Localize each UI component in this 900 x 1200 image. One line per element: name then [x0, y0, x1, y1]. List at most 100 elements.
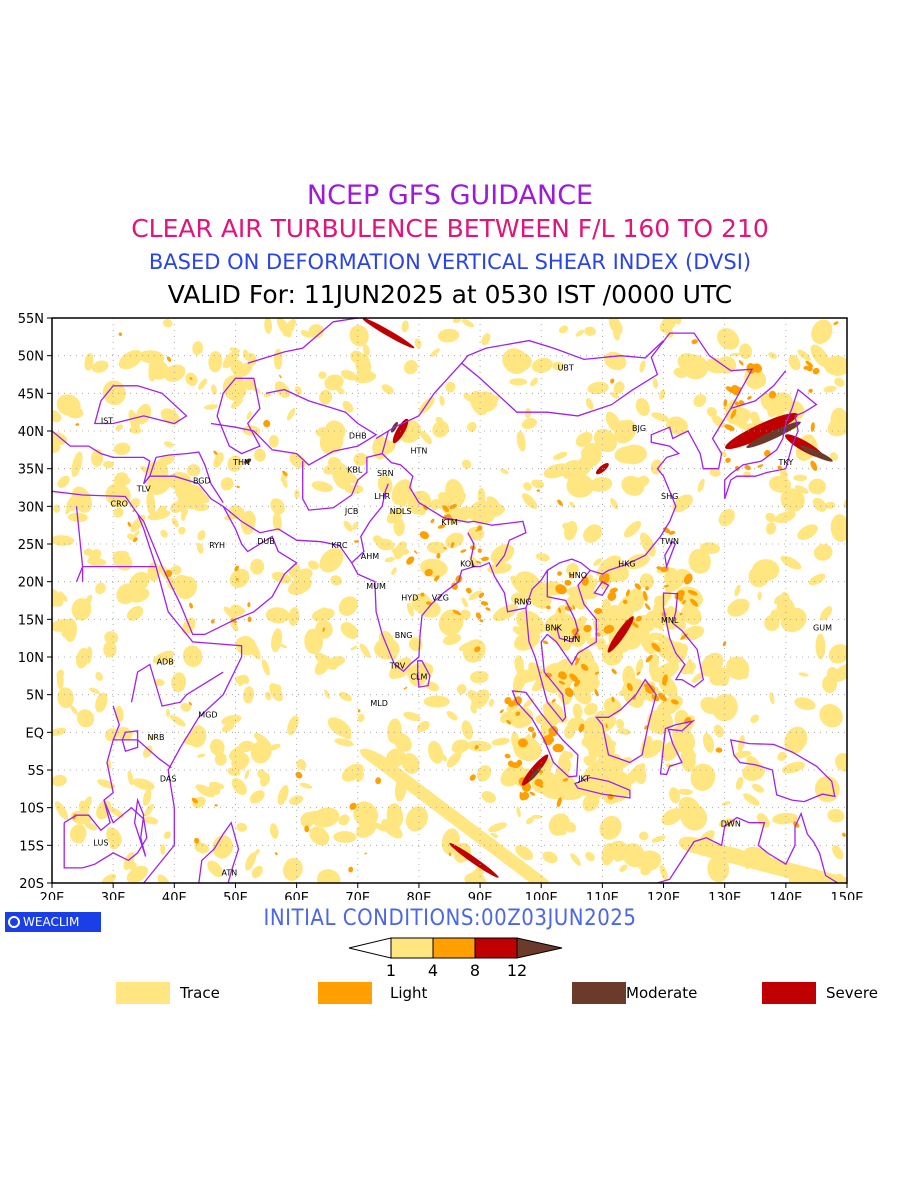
light-area	[658, 692, 667, 702]
trace-area	[195, 784, 216, 798]
trace-area	[526, 817, 534, 825]
trace-area	[268, 435, 279, 448]
trace-area	[142, 788, 152, 807]
trace-area	[578, 582, 595, 593]
trace-area	[197, 530, 206, 541]
light-area	[449, 504, 458, 510]
trace-area	[340, 622, 359, 639]
trace-area	[509, 352, 532, 372]
trace-area	[780, 607, 807, 633]
trace-area	[399, 500, 408, 508]
scale-tick-8: 8	[470, 961, 480, 980]
trace-area	[612, 323, 621, 341]
legend-label-trace: Trace	[180, 984, 220, 1002]
trace-area	[106, 827, 122, 847]
light-area	[515, 711, 521, 717]
trace-area	[227, 767, 241, 777]
java	[573, 776, 631, 799]
trace-area	[535, 553, 550, 562]
trace-area	[233, 362, 253, 378]
trace-area	[702, 732, 715, 753]
trace-area	[696, 555, 711, 574]
trace-area	[566, 474, 594, 498]
trace-area	[84, 353, 94, 371]
light-area	[738, 360, 744, 366]
trace-area	[401, 753, 420, 774]
trace-area	[794, 485, 809, 494]
trace-area	[57, 475, 70, 488]
light-area	[469, 774, 476, 781]
trace-area	[163, 441, 174, 448]
trace-area	[820, 606, 833, 621]
lat-label: 15S	[19, 839, 44, 854]
trace-area	[788, 354, 801, 371]
trace-area	[510, 592, 529, 605]
light-area	[757, 464, 764, 468]
trace-area	[461, 319, 475, 328]
trace-area	[222, 350, 239, 369]
trace-area	[644, 607, 676, 627]
trace-area	[687, 658, 694, 675]
light-area	[552, 743, 564, 753]
trace-area	[737, 735, 745, 753]
trace-area	[71, 451, 83, 478]
light-area	[572, 605, 575, 610]
trace-area	[391, 567, 397, 576]
trace-area	[95, 671, 103, 681]
trace-area	[311, 481, 333, 492]
trace-area	[231, 778, 247, 796]
trace-area	[294, 489, 300, 499]
trace-area	[463, 392, 472, 402]
lat-label: 20S	[19, 877, 44, 892]
trace-area	[269, 823, 279, 839]
color-scale: 1 4 8 12	[348, 937, 563, 980]
trace-area	[752, 559, 780, 582]
trace-area	[583, 755, 597, 767]
trace-area	[707, 855, 730, 883]
city-label: TKY	[777, 458, 793, 467]
trace-area	[350, 645, 358, 651]
trace-area	[542, 851, 558, 864]
light-area	[506, 719, 512, 725]
philippines	[662, 592, 705, 688]
scale-tick-12: 12	[507, 961, 527, 980]
horn-border	[130, 663, 224, 707]
trace-area	[315, 426, 335, 438]
trace-area	[812, 497, 827, 512]
legend-swatch-severe	[762, 982, 816, 1004]
trace-area	[585, 851, 595, 862]
trace-area	[338, 691, 352, 702]
trace-area	[711, 414, 726, 428]
central-africa-border	[82, 705, 148, 869]
trace-area	[169, 715, 186, 727]
light-area	[546, 605, 551, 610]
light-area	[460, 549, 467, 553]
trace-area	[624, 424, 636, 434]
trace-area	[619, 864, 628, 873]
trace-area	[55, 801, 69, 820]
city-label: ATN	[221, 868, 237, 877]
city-label: HTN	[410, 447, 427, 456]
city-label: RYH	[209, 541, 225, 550]
trace-area	[133, 530, 140, 538]
trace-area	[430, 498, 441, 511]
trace-area	[249, 790, 265, 804]
light-area	[663, 584, 669, 588]
light-area	[542, 640, 549, 645]
trace-area	[87, 557, 107, 567]
trace-area	[265, 607, 290, 624]
light-area	[517, 738, 528, 748]
caspian-coast	[216, 377, 261, 455]
trace-area	[456, 684, 467, 695]
light-area	[194, 837, 200, 844]
trace-area	[100, 873, 117, 883]
trace-area	[287, 715, 299, 736]
light-area	[349, 802, 357, 810]
trace-area	[52, 440, 61, 453]
light-area	[544, 672, 553, 678]
light-area	[448, 852, 452, 857]
trace-area	[160, 844, 166, 855]
city-label: SRN	[377, 469, 394, 478]
light-area	[609, 587, 618, 594]
japan	[724, 388, 818, 500]
